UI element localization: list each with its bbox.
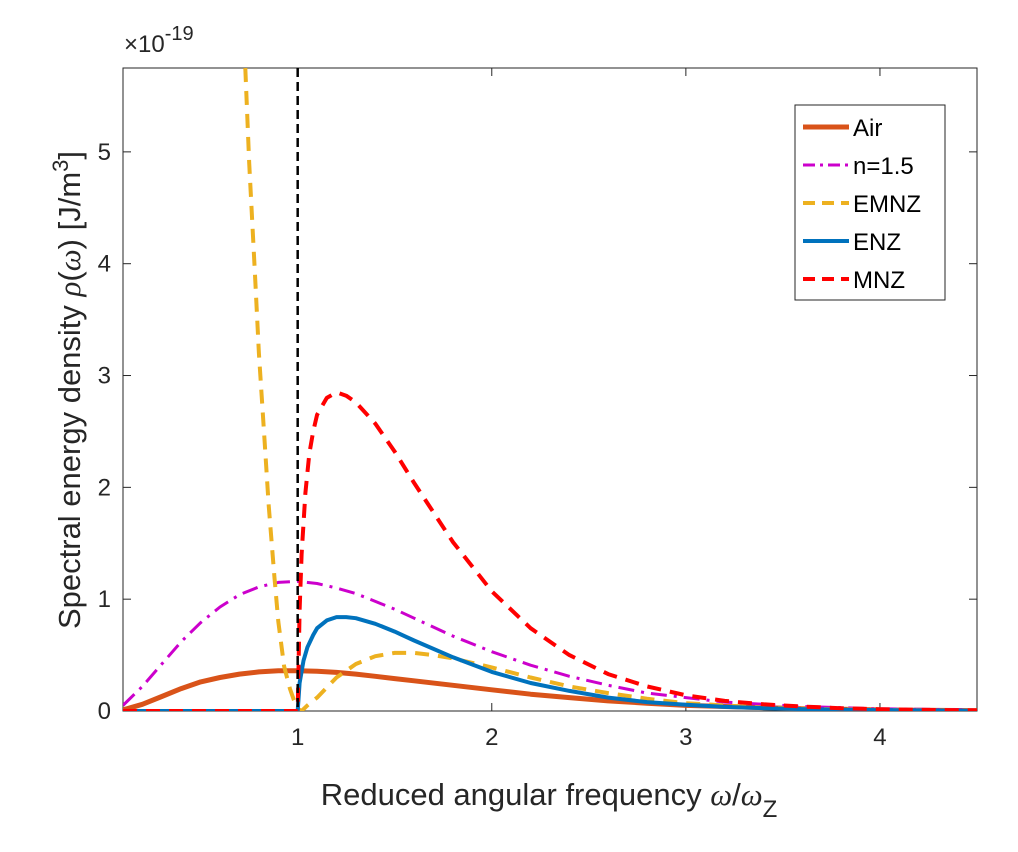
x-axis-label-text: Reduced angular frequency — [321, 777, 710, 812]
x-tick-label: 2 — [485, 724, 498, 751]
series-line-mnz — [123, 390, 977, 711]
legend-items: Air n=1.5 EMNZ ENZ MNZ — [803, 115, 921, 294]
y-tick-label: 0 — [98, 698, 111, 725]
legend-label-mnz: MNZ — [853, 267, 905, 294]
x-axis-label-slash: / — [732, 777, 741, 812]
y-axis-label-rho: ρ — [52, 282, 87, 298]
x-axis-label-omega: ω — [710, 777, 732, 812]
y-exponent-base: ×10 — [124, 31, 165, 58]
x-tick-label: 1 — [291, 724, 304, 751]
y-ticks: 0 1 2 3 4 5 — [98, 139, 977, 725]
legend-label-emnz: EMNZ — [853, 191, 921, 218]
y-axis-label-sup: 3 — [48, 160, 73, 172]
legend-label-n-1-5: n=1.5 — [853, 153, 914, 180]
x-axis-label-omega2: ω — [741, 777, 763, 812]
x-tick-label: 3 — [679, 724, 692, 751]
series-line-enz — [123, 615, 977, 711]
y-axis-label-paren: ( — [52, 271, 87, 282]
series-layer — [123, 68, 977, 711]
y-axis-label: Spectral energy density ρ(ω) [J/m3] — [48, 151, 87, 629]
y-tick-label: 1 — [98, 586, 111, 613]
y-tick-label: 3 — [98, 363, 111, 390]
legend: Air n=1.5 EMNZ ENZ MNZ — [794, 104, 946, 301]
y-axis-label-units: ) [J/m — [52, 172, 87, 250]
y-axis-label-close: ] — [52, 151, 87, 160]
x-tick-label: 4 — [873, 724, 886, 751]
y-axis-label-omega: ω — [52, 249, 87, 271]
y-exponent-power: -19 — [165, 23, 194, 45]
x-axis-label-sub: Z — [763, 796, 778, 823]
series-line-n-1-5 — [123, 579, 977, 711]
y-tick-label: 2 — [98, 474, 111, 501]
legend-box — [794, 104, 946, 301]
x-axis-label: Reduced angular frequency ω/ωZ — [321, 777, 778, 823]
y-tick-label: 5 — [98, 139, 111, 166]
y-exponent-label: ×10-19 — [124, 23, 194, 58]
y-tick-label: 4 — [98, 251, 111, 278]
legend-label-air: Air — [853, 115, 882, 142]
y-axis-label-text: Spectral energy density — [52, 296, 87, 629]
legend-label-enz: ENZ — [853, 229, 901, 256]
